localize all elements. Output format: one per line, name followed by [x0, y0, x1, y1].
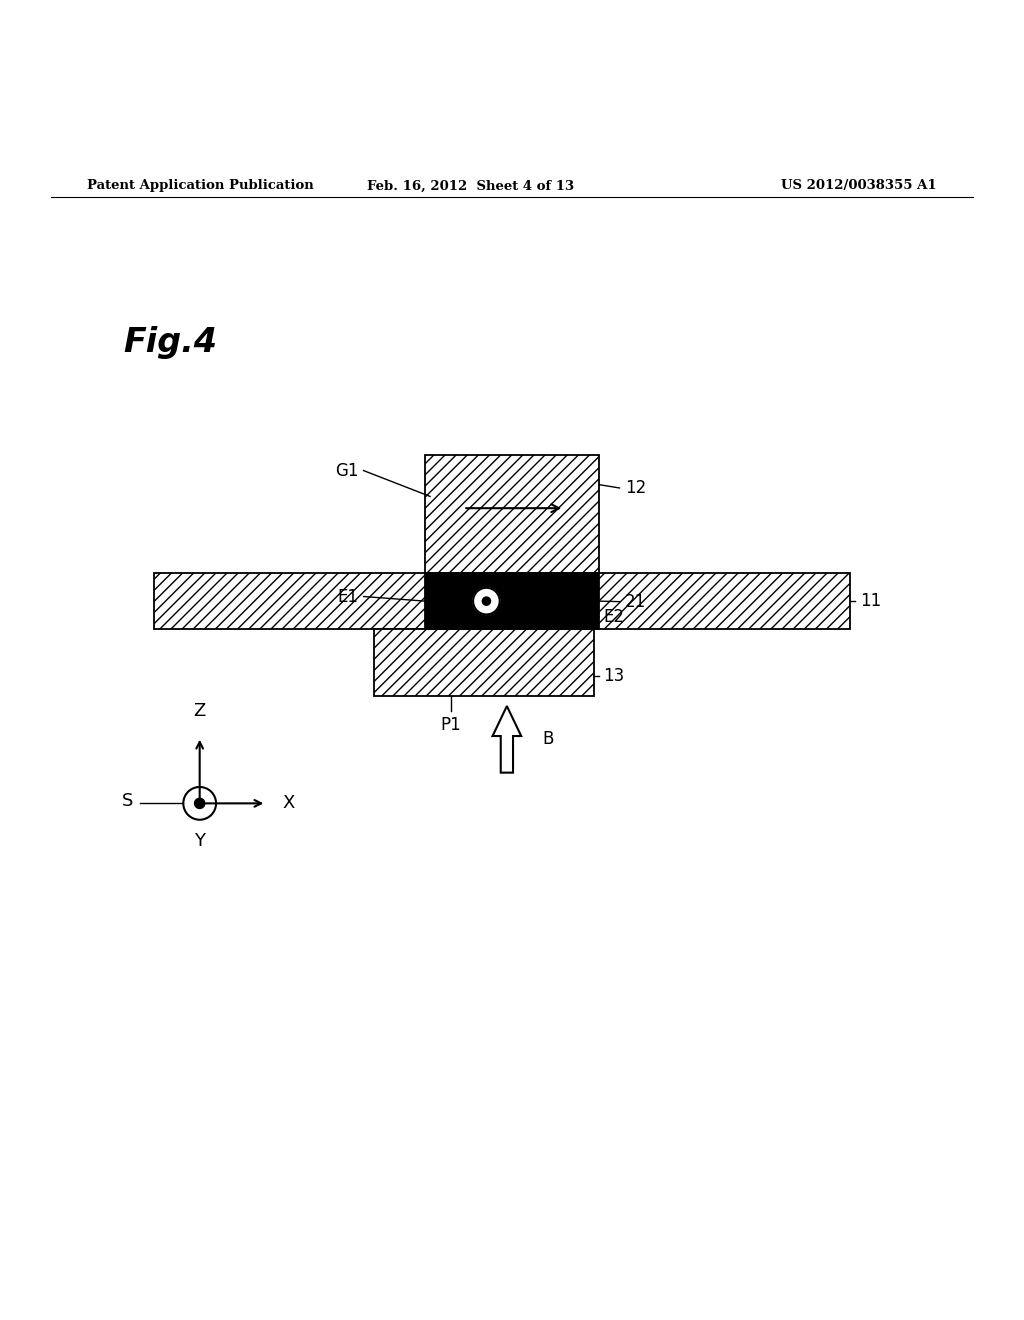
Text: Feb. 16, 2012  Sheet 4 of 13: Feb. 16, 2012 Sheet 4 of 13: [368, 180, 574, 193]
Text: X: X: [283, 795, 295, 812]
Text: Z: Z: [194, 702, 206, 721]
Text: 11: 11: [860, 593, 882, 610]
Circle shape: [183, 787, 216, 820]
Bar: [425, 573, 599, 630]
Bar: [154, 573, 850, 630]
Text: Fig.4: Fig.4: [123, 326, 217, 359]
Text: Y: Y: [195, 832, 205, 850]
Polygon shape: [493, 706, 521, 772]
Circle shape: [482, 597, 490, 605]
Text: G1: G1: [335, 462, 358, 479]
Text: 13: 13: [603, 667, 625, 685]
Text: B: B: [543, 730, 554, 748]
Bar: [374, 630, 594, 696]
Text: P1: P1: [440, 717, 461, 734]
Bar: [425, 455, 599, 573]
Text: E1: E1: [337, 587, 358, 606]
Text: Patent Application Publication: Patent Application Publication: [87, 180, 313, 193]
Text: US 2012/0038355 A1: US 2012/0038355 A1: [781, 180, 937, 193]
Text: S: S: [122, 792, 133, 810]
Circle shape: [195, 799, 205, 808]
Text: E2: E2: [603, 609, 625, 626]
Circle shape: [473, 587, 500, 614]
Text: 21: 21: [625, 593, 646, 611]
Text: 12: 12: [625, 479, 646, 496]
